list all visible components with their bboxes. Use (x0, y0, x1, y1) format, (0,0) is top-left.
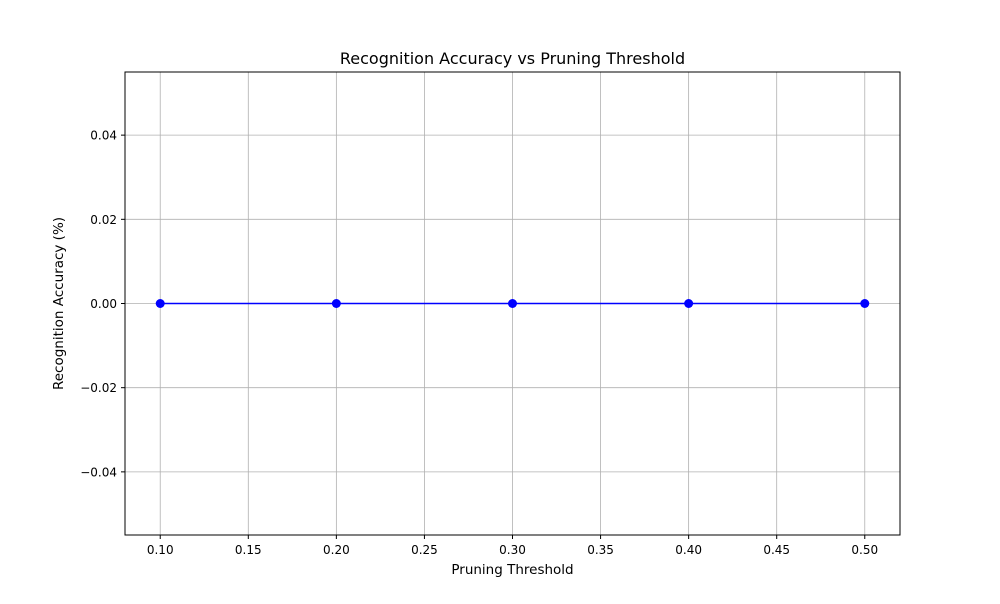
x-tick-label: 0.35 (587, 543, 614, 557)
x-tick-label: 0.25 (411, 543, 438, 557)
y-tick-label: 0.00 (90, 297, 117, 311)
x-tick-label: 0.45 (763, 543, 790, 557)
x-tick-label: 0.40 (675, 543, 702, 557)
x-tick-label: 0.50 (851, 543, 878, 557)
y-tick-label: −0.04 (80, 465, 117, 479)
x-tick-label: 0.10 (147, 543, 174, 557)
data-point-marker (508, 299, 517, 308)
data-point-marker (684, 299, 694, 308)
data-point-marker (155, 299, 165, 308)
y-tick-label: 0.02 (90, 213, 117, 227)
chart-title: Recognition Accuracy vs Pruning Threshol… (340, 49, 685, 68)
x-tick-label: 0.20 (323, 543, 350, 557)
x-tick-label: 0.15 (235, 543, 262, 557)
axis-ticks: 0.10 0.15 0.20 0.25 0.30 0.35 0.40 0.45 0.50 −0.0… (80, 129, 878, 557)
x-axis-label: Pruning Threshold (451, 562, 573, 578)
data-point-marker (331, 299, 341, 308)
series-markers (155, 299, 870, 308)
y-axis-label: Recognition Accuracy (%) (51, 217, 67, 390)
x-tick-label: 0.30 (499, 543, 526, 557)
data-point-marker (860, 299, 870, 308)
y-tick-label: −0.02 (80, 381, 117, 395)
y-tick-label: 0.04 (90, 129, 117, 143)
